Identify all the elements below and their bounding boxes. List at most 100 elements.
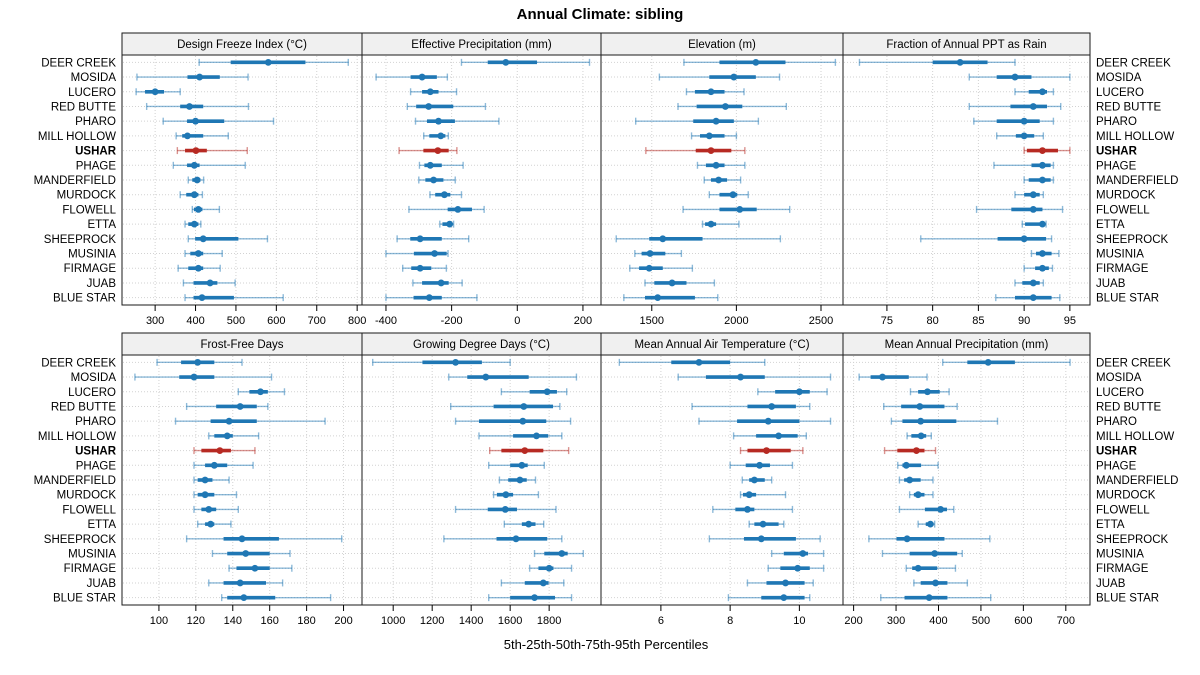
median-dot bbox=[1039, 88, 1046, 96]
median-dot bbox=[194, 250, 202, 257]
panel-title: Elevation (m) bbox=[688, 39, 756, 51]
percentile-row bbox=[418, 161, 464, 169]
median-dot bbox=[533, 432, 540, 440]
median-dot bbox=[705, 132, 713, 140]
median-dot bbox=[744, 506, 751, 513]
site-label-left: FLOWELL bbox=[62, 504, 116, 516]
median-dot bbox=[190, 220, 198, 228]
panel-title: Growing Degree Days (°C) bbox=[413, 339, 550, 351]
site-label-left: MOSIDA bbox=[71, 372, 117, 384]
percentile-row bbox=[193, 491, 238, 499]
percentile-row bbox=[1014, 279, 1045, 287]
median-dot bbox=[914, 491, 922, 499]
median-dot bbox=[750, 476, 758, 484]
median-dot bbox=[906, 476, 914, 484]
site-label-right: MOSIDA bbox=[1096, 72, 1142, 84]
site-label-left: MANDERFIELD bbox=[34, 475, 116, 487]
site-label-right: MUSINIA bbox=[1096, 249, 1144, 261]
percentile-row bbox=[615, 235, 782, 243]
percentile-row bbox=[682, 205, 791, 213]
median-dot bbox=[780, 594, 788, 602]
site-label-right: USHAR bbox=[1096, 446, 1138, 458]
median-dot bbox=[913, 447, 920, 454]
site-label-left: RED BUTTE bbox=[51, 101, 117, 113]
median-dot bbox=[654, 294, 662, 302]
median-dot bbox=[251, 564, 259, 572]
median-dot bbox=[205, 506, 213, 513]
percentile-row bbox=[533, 550, 584, 558]
tick-label: 600 bbox=[1014, 615, 1032, 627]
median-dot bbox=[501, 506, 509, 513]
median-dot bbox=[1020, 235, 1028, 243]
median-dot bbox=[257, 388, 264, 396]
median-dot bbox=[223, 432, 231, 440]
median-dot bbox=[198, 294, 206, 302]
median-dot bbox=[512, 535, 520, 543]
median-dot bbox=[225, 417, 233, 425]
site-label-right: SHEEPROCK bbox=[1096, 234, 1169, 246]
percentile-row bbox=[134, 373, 273, 381]
median-dot bbox=[539, 579, 547, 587]
median-dot bbox=[931, 550, 939, 557]
percentile-row bbox=[746, 579, 814, 587]
median-dot bbox=[1039, 250, 1046, 257]
percentile-row bbox=[942, 358, 1071, 366]
median-dot bbox=[441, 191, 448, 199]
median-dot bbox=[646, 250, 654, 257]
percentile-row bbox=[412, 279, 463, 287]
panel-mean-annual-air-temperature: Mean Annual Air Temperature (°C) 6 8 10 bbox=[600, 332, 844, 627]
percentile-row bbox=[968, 102, 1062, 110]
panel-title: Mean Annual Precipitation (mm) bbox=[885, 339, 1049, 351]
percentile-row bbox=[890, 417, 999, 425]
site-label-left: MURDOCK bbox=[57, 490, 117, 502]
median-dot bbox=[984, 358, 992, 366]
median-dot bbox=[435, 117, 442, 125]
percentile-row bbox=[909, 388, 950, 396]
median-dot bbox=[1020, 117, 1028, 125]
percentile-row bbox=[708, 191, 749, 199]
percentile-row bbox=[741, 476, 773, 484]
percentile-row bbox=[634, 117, 760, 125]
percentile-row bbox=[677, 373, 832, 381]
median-dot bbox=[236, 579, 244, 587]
percentile-row bbox=[396, 235, 470, 243]
median-dot bbox=[446, 220, 454, 228]
percentile-row bbox=[208, 579, 284, 587]
percentile-row bbox=[1021, 220, 1047, 228]
percentile-row bbox=[409, 88, 458, 96]
tick-label: 75 bbox=[881, 315, 893, 327]
median-dot bbox=[752, 58, 760, 66]
percentile-row bbox=[492, 491, 540, 499]
percentile-row bbox=[1030, 250, 1060, 258]
median-dot bbox=[425, 294, 433, 302]
percentile-row bbox=[729, 461, 794, 469]
median-dot bbox=[426, 88, 434, 96]
median-dot bbox=[794, 564, 802, 572]
tick-label: 300 bbox=[146, 315, 164, 327]
median-dot bbox=[196, 73, 203, 81]
percentile-row bbox=[880, 594, 992, 602]
percentile-row bbox=[135, 88, 181, 96]
percentile-row bbox=[402, 264, 448, 272]
site-label-right: ETTA bbox=[1096, 519, 1125, 531]
site-label-left: PHAGE bbox=[76, 160, 117, 172]
site-label-right: ETTA bbox=[1096, 219, 1125, 231]
site-label-right: DEER CREEK bbox=[1096, 357, 1171, 369]
site-label-left: JUAB bbox=[87, 278, 117, 290]
panel-growing-degree-days: Growing Degree Days (°C) 1000 1200 1400 1600… bbox=[361, 332, 602, 627]
panel-title: Mean Annual Air Temperature (°C) bbox=[634, 339, 809, 351]
panel-fraction-annual-ppt-as-rain: Fraction of Annual PPT as Rain 75 80 85 90 95 bbox=[842, 32, 1091, 327]
tick-label: 80 bbox=[927, 315, 939, 327]
percentile-row bbox=[1023, 264, 1054, 272]
median-dot bbox=[759, 520, 767, 528]
median-dot bbox=[756, 461, 763, 469]
percentile-row bbox=[739, 491, 787, 499]
percentile-row bbox=[498, 476, 537, 484]
percentile-row bbox=[478, 432, 563, 440]
percentile-row bbox=[503, 520, 545, 528]
median-dot bbox=[1039, 176, 1046, 184]
percentile-row bbox=[623, 294, 719, 302]
percentile-row bbox=[418, 176, 456, 184]
site-label-left: DEER CREEK bbox=[41, 357, 116, 369]
tick-label: 6 bbox=[658, 615, 664, 627]
